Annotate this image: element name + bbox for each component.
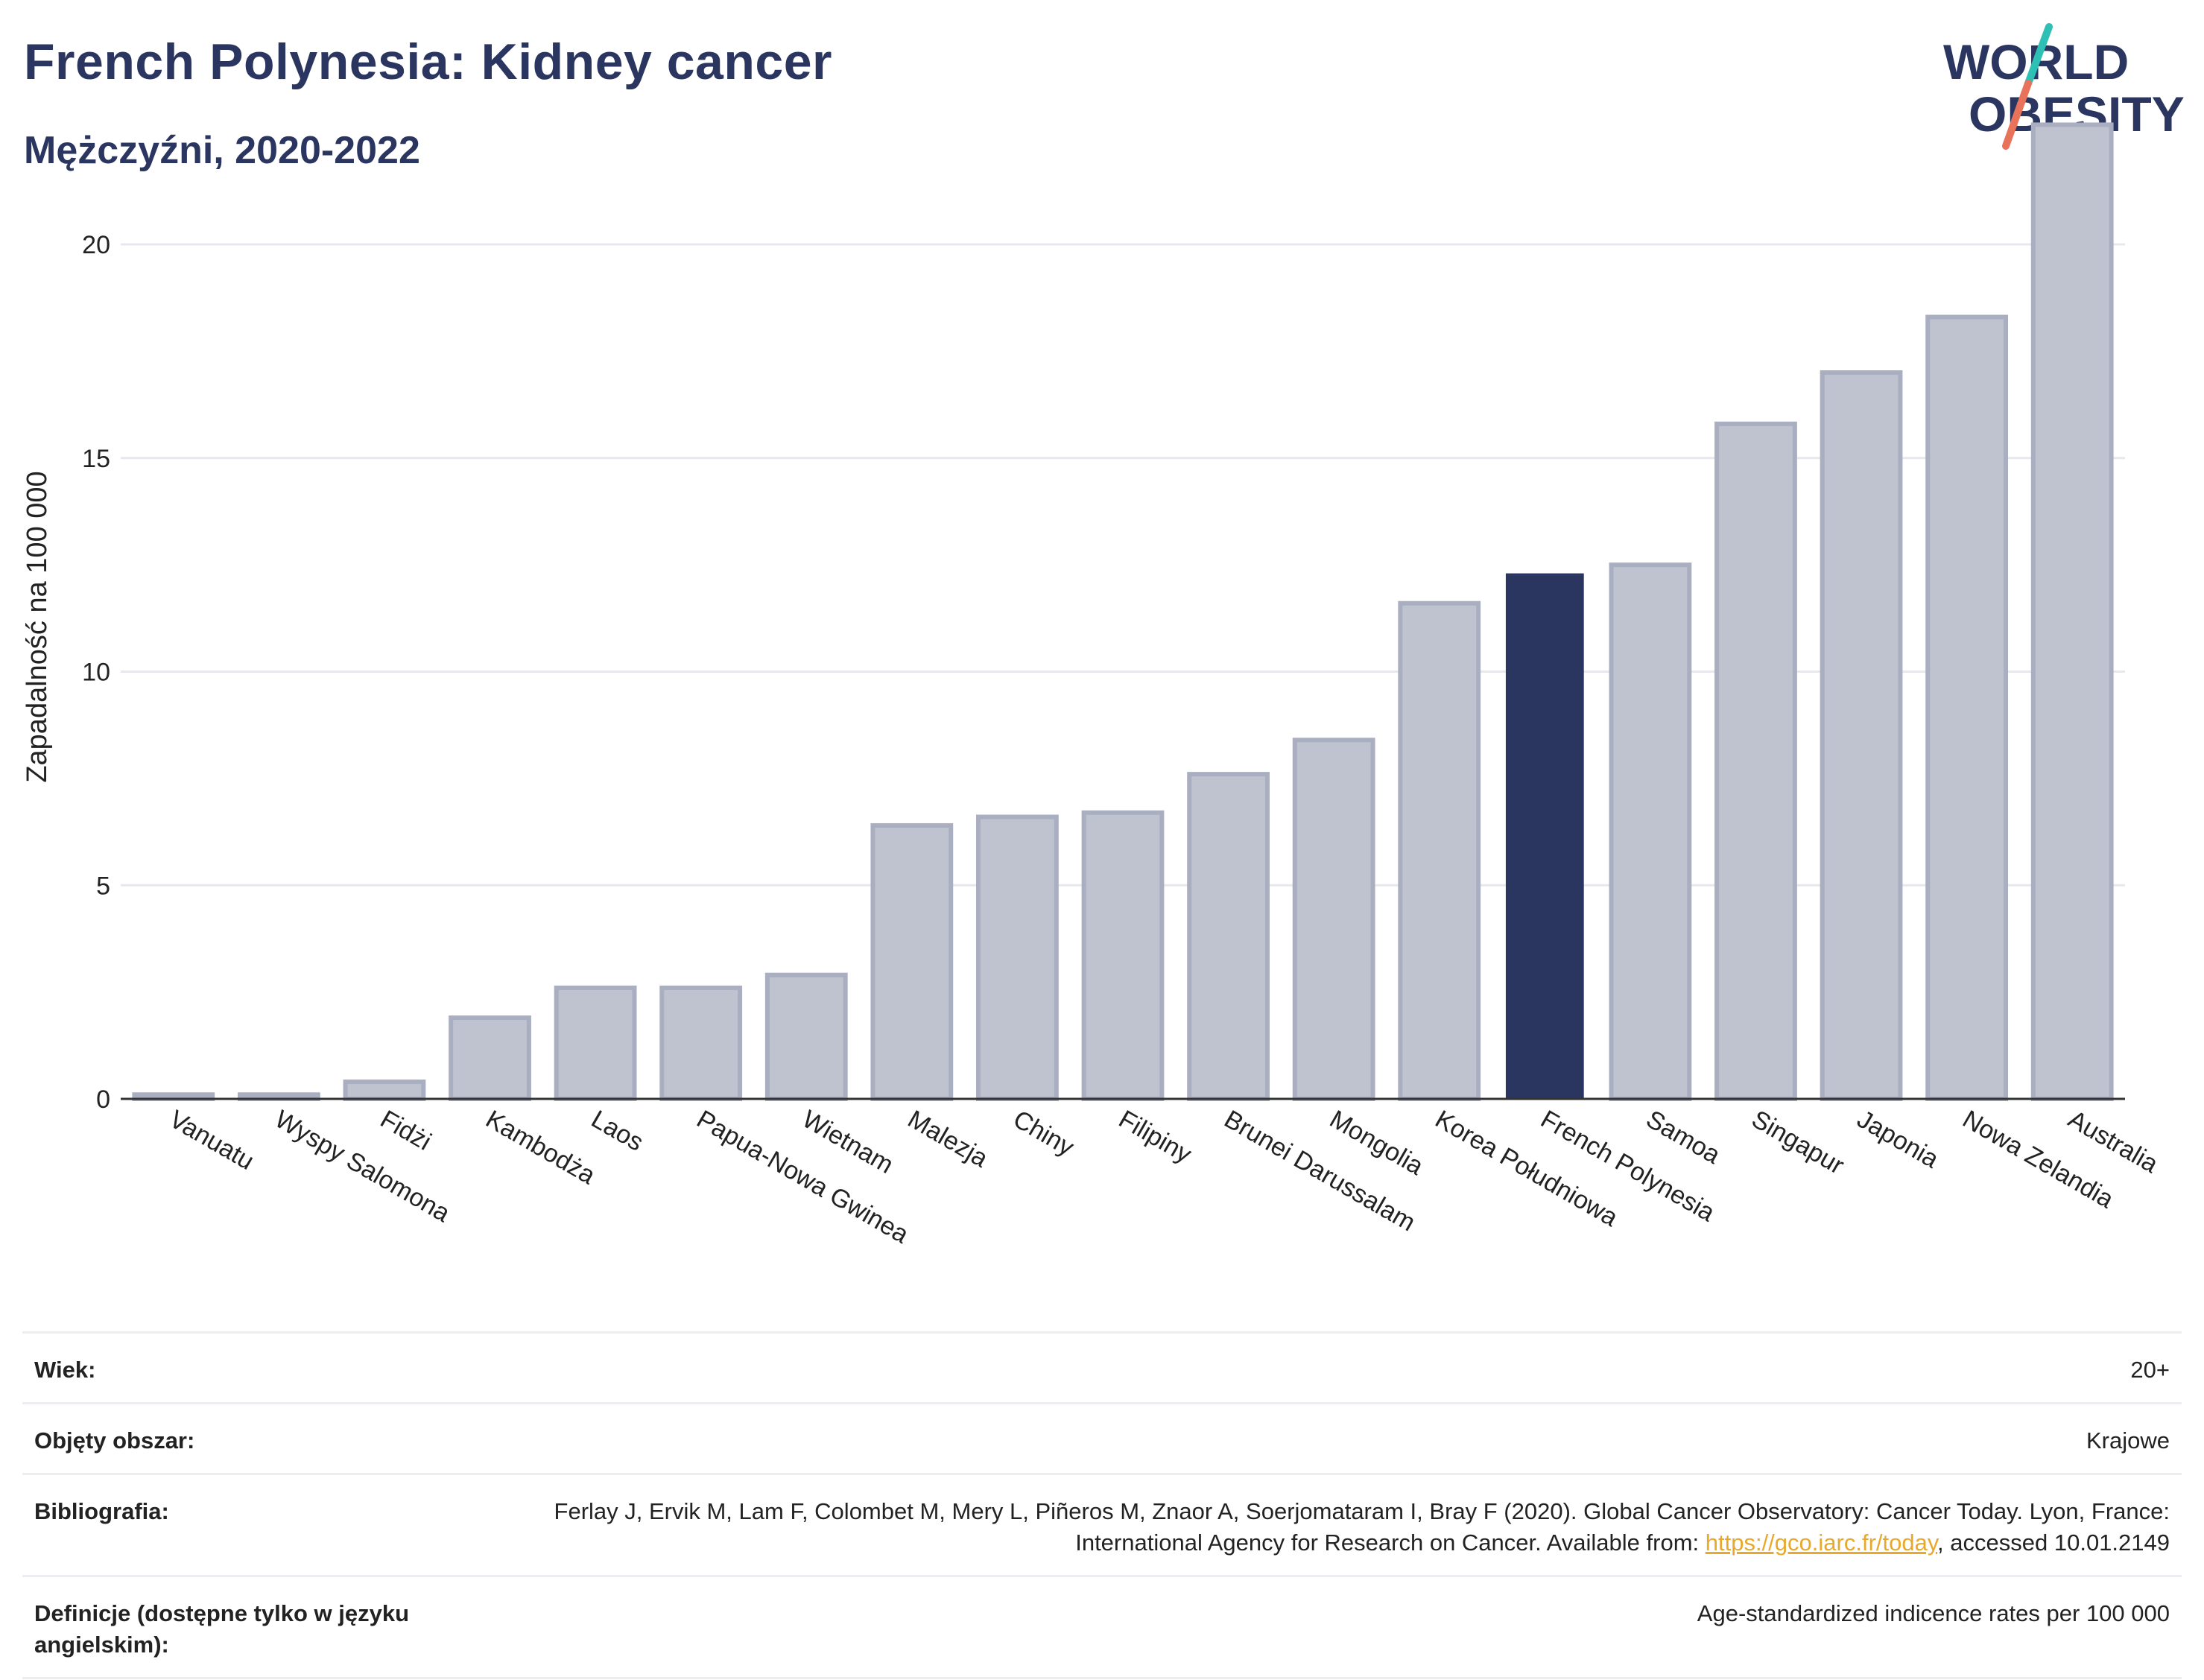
bar-brunei-darussalam — [1187, 772, 1270, 1101]
bar-japonia — [1820, 370, 1903, 1101]
y-tick-labels: 0 5 10 15 20 — [82, 231, 110, 1114]
info-row-definitions: Definicje (dostępne tylko w języku angie… — [22, 1575, 2182, 1679]
world-obesity-logo: WORLD OBESITY — [1943, 23, 2185, 150]
info-label-bibliography: Bibliografia: — [22, 1473, 523, 1577]
logo-slash-coral — [2002, 80, 2032, 150]
page-title: French Polynesia: Kidney cancer — [24, 34, 833, 90]
x-tick-label: Samoa — [1641, 1105, 1725, 1170]
bar-malezja — [870, 822, 954, 1101]
x-tick-label: Brunei Darussalam — [1220, 1105, 1420, 1237]
bar-fid-i — [343, 1080, 426, 1102]
bar-chiny — [976, 814, 1059, 1101]
x-tick-label: Chiny — [1008, 1105, 1078, 1161]
bar-papua-nowa-gwinea — [659, 985, 743, 1102]
bar-laos — [554, 985, 637, 1102]
y-tick-label: 15 — [82, 445, 110, 473]
logo-slash-teal — [2024, 23, 2053, 87]
y-tick-label: 10 — [82, 659, 110, 687]
y-tick-label: 20 — [82, 231, 110, 259]
bar-french-polynesia — [1505, 573, 1584, 1099]
y-tick-label: 0 — [96, 1085, 110, 1114]
info-label-coverage: Objęty obszar: — [22, 1402, 523, 1475]
bibliography-link[interactable]: https://gco.iarc.fr/today — [1705, 1530, 1938, 1556]
info-label-definitions: Definicje (dostępne tylko w języku angie… — [22, 1575, 523, 1679]
bars — [132, 122, 2114, 1102]
bar-mongolia — [1292, 738, 1375, 1101]
x-tick-label: French Polynesia — [1536, 1105, 1720, 1227]
page-subtitle: Mężczyźni, 2020-2022 — [24, 129, 420, 172]
bibliography-text: Ferlay J, Ervik M, Lam F, Colombet M, Me… — [554, 1498, 2170, 1556]
bar-singapur — [1714, 421, 1797, 1101]
info-table: Wiek: 20+ Objęty obszar: Krajowe Bibliog… — [22, 1331, 2182, 1679]
x-tick-label: Wyspy Salomona — [270, 1105, 455, 1228]
info-row-bibliography: Bibliografia: Ferlay J, Ervik M, Lam F, … — [22, 1473, 2182, 1577]
x-tick-label: Japonia — [1852, 1105, 1943, 1174]
bar-australia — [2030, 122, 2114, 1101]
x-tick-label: Korea Południowa — [1431, 1105, 1623, 1232]
info-row-age: Wiek: 20+ — [22, 1331, 2182, 1404]
bar-filipiny — [1081, 810, 1165, 1101]
info-row-coverage: Objęty obszar: Krajowe — [22, 1402, 2182, 1475]
bar-korea-po-udniowa — [1398, 600, 1481, 1101]
x-tick-label: Malezja — [903, 1105, 993, 1173]
bar-kambod-a — [449, 1015, 531, 1102]
y-tick-label: 5 — [96, 872, 110, 900]
x-tick-label: Singapur — [1747, 1105, 1849, 1180]
bibliography-suffix: , accessed 10.01.2149 — [1937, 1530, 2170, 1556]
x-tick-label: Vanuatu — [165, 1105, 259, 1176]
x-tick-label: Kambodża — [481, 1105, 601, 1190]
x-tick-label: Laos — [586, 1105, 648, 1157]
info-label-age: Wiek: — [22, 1331, 523, 1404]
x-tick-label: Fidżi — [376, 1105, 436, 1156]
y-axis-title: Zapadalność na 100 000 — [22, 471, 53, 782]
bar-samoa — [1609, 562, 1692, 1101]
info-value-age: 20+ — [523, 1331, 2182, 1404]
info-value-coverage: Krajowe — [523, 1402, 2182, 1475]
x-tick-label: Filipiny — [1114, 1105, 1197, 1169]
bar-nowa-zelandia — [1925, 314, 2009, 1101]
info-value-definitions: Age-standardized indicence rates per 100… — [523, 1575, 2182, 1679]
info-value-bibliography: Ferlay J, Ervik M, Lam F, Colombet M, Me… — [523, 1473, 2182, 1577]
bar-wietnam — [764, 972, 848, 1102]
